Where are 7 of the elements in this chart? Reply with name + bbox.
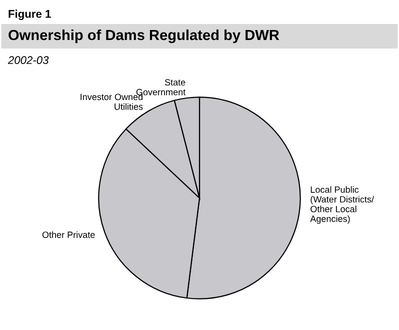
- slice-label: Other Private: [42, 231, 95, 238]
- caption: Figure 1: [8, 10, 51, 20]
- chart-subtitle: 2002-03: [8, 56, 49, 64]
- chart-title: Ownership of Dams Regulated by DWR: [8, 29, 280, 44]
- slice-label: Local Public (Water Districts/ Other Local Agencies): [310, 186, 374, 224]
- slice-label: Investor Owned Utilities: [80, 93, 143, 110]
- slice-label: State Government: [136, 79, 186, 96]
